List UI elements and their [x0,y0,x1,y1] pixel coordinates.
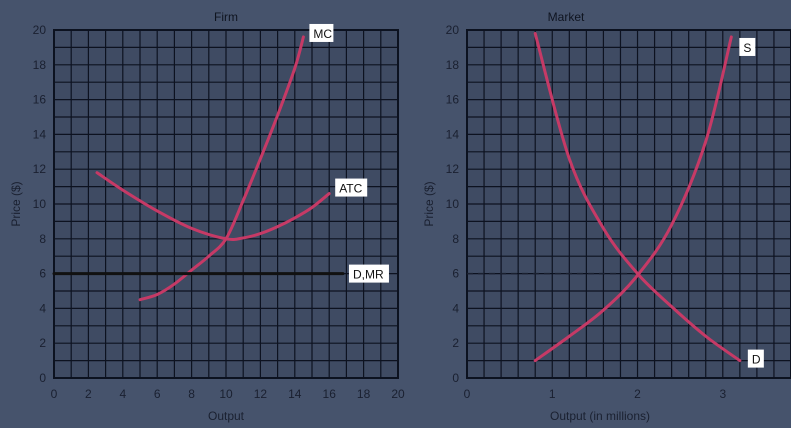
series-label: D,MR [353,268,384,282]
x-tick-label: 10 [219,387,233,401]
series-line-atc [95,171,331,241]
y-axis-label: Price ($) [422,181,436,226]
x-axis-label: Output (in millions) [550,409,650,423]
x-tick-label: 18 [357,387,371,401]
y-tick-label: 18 [33,58,47,72]
chart-title: Market [548,10,585,24]
y-tick-label: 16 [33,93,47,107]
y-tick-label: 14 [446,127,460,141]
x-tick-label: 0 [51,387,58,401]
series-line-s [533,35,733,363]
y-tick-label: 10 [33,197,47,211]
series-label-box [335,178,368,197]
y-tick-label: 20 [33,23,47,37]
y-tick-label: 4 [39,301,46,315]
y-tick-label: 6 [39,267,46,281]
y-tick-label: 2 [39,336,46,350]
y-tick-label: 16 [446,93,460,107]
y-tick-label: 12 [33,162,47,176]
y-tick-label: 8 [452,232,459,246]
firm-panel: Firm 0 2 4 6 8 10 12 14 16 18 20 0 2 4 6 8 10 12 14 16 18 20 Ou… [9,10,405,423]
x-tick-label: 16 [323,387,337,401]
y-tick-label: 2 [452,336,459,350]
x-tick-label: 1 [549,387,556,401]
y-tick-label: 8 [39,232,46,246]
x-tick-label: 4 [119,387,126,401]
x-tick-label: 2 [85,387,92,401]
grid-lines [53,29,399,379]
y-axis-label: Price ($) [9,181,23,226]
x-tick-label: 14 [288,387,302,401]
y-tick-label: 20 [446,23,460,37]
series-label: S [743,41,751,55]
x-tick-label: 20 [391,387,405,401]
x-tick-label: 0 [464,387,471,401]
y-tick-label: 4 [452,301,459,315]
y-tick-label: 0 [39,371,46,385]
x-tick-label: 3 [719,387,726,401]
x-tick-label: 6 [154,387,161,401]
series-label-box [309,23,334,42]
y-tick-label: 0 [452,371,459,385]
series-line-d [533,31,742,363]
series-label-box [739,37,756,56]
series-label-box [348,264,389,283]
x-tick-label: 12 [254,387,268,401]
series-label: ATC [339,182,362,196]
y-tick-label: 12 [446,162,460,176]
y-tick-label: 6 [452,267,459,281]
series-label: D [752,353,761,367]
x-tick-label: 8 [188,387,195,401]
series-label: MC [313,27,332,41]
series-label-box [747,349,764,368]
grid-lines [466,29,791,379]
y-tick-label: 18 [446,58,460,72]
x-axis-label: Output [208,409,245,423]
y-tick-label: 10 [446,197,460,211]
x-tick-label: 2 [634,387,641,401]
chart-title: Firm [214,10,238,24]
y-tick-label: 14 [33,127,47,141]
